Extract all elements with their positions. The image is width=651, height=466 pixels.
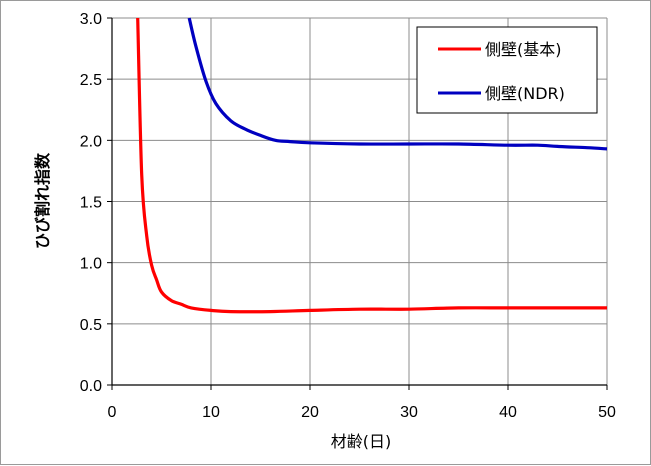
y-tick-label: 1.5 bbox=[80, 195, 102, 212]
y-axis-title: ひび割れ指数 bbox=[33, 152, 52, 249]
x-tick-label: 50 bbox=[598, 404, 616, 421]
series-lines bbox=[136, 17, 608, 314]
y-tick-label: 0.5 bbox=[80, 317, 102, 334]
x-tick-label: 30 bbox=[400, 404, 418, 421]
y-tick-label: 3.0 bbox=[80, 11, 102, 28]
series-line-basic bbox=[136, 17, 607, 314]
y-tick-label: 1.0 bbox=[80, 256, 102, 273]
axes bbox=[107, 17, 608, 390]
legend-box bbox=[416, 26, 598, 114]
y-tick-label: 2.0 bbox=[80, 133, 102, 150]
series-line-ndr bbox=[187, 17, 608, 151]
y-tick-label: 2.5 bbox=[80, 72, 102, 89]
legend-label-basic: 側壁(基本) bbox=[485, 40, 562, 59]
tick-labels: 0 10 20 30 40 50 0.0 0.5 1.0 1.5 2.0 2.5 3.0 bbox=[80, 11, 616, 421]
x-tick-label: 40 bbox=[499, 404, 517, 421]
x-tick-label: 20 bbox=[301, 404, 319, 421]
x-tick-label: 10 bbox=[202, 404, 220, 421]
legend-label-ndr: 側壁(NDR) bbox=[485, 84, 565, 103]
x-axis-title: 材齢(日) bbox=[331, 432, 392, 451]
legend: 側壁(基本) 側壁(NDR) bbox=[416, 26, 598, 114]
y-tick-label: 0.0 bbox=[80, 378, 102, 395]
x-tick-label: 0 bbox=[108, 404, 117, 421]
